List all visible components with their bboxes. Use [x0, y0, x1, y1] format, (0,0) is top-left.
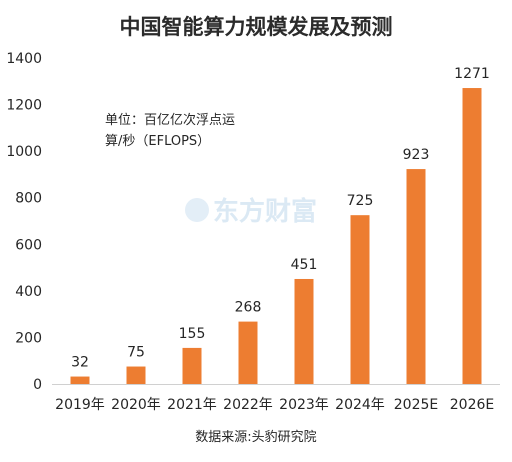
x-tick-label: 2025E: [394, 397, 438, 413]
x-tick-label: 2021年: [167, 397, 217, 413]
value-label: 923: [403, 147, 430, 163]
x-tick-label: 2020年: [111, 397, 161, 413]
x-tick-label: 2019年: [55, 397, 105, 413]
value-label: 268: [235, 300, 262, 316]
value-labels-group: 32 75 155 268 451 725 923 1271: [71, 66, 490, 371]
bar-8: [462, 88, 482, 384]
y-tick-label: 200: [15, 330, 42, 346]
x-tick-label: 2022年: [223, 397, 273, 413]
y-tick-label: 400: [15, 284, 42, 300]
bar-2: [126, 366, 146, 384]
value-label: 155: [179, 326, 206, 342]
unit-note-line-2: 算/秒（EFLOPS）: [105, 134, 210, 149]
value-label: 1271: [454, 66, 490, 82]
value-label: 32: [71, 355, 89, 371]
y-tick-label: 1400: [6, 51, 42, 67]
bar-4: [238, 321, 258, 384]
y-tick-label: 600: [15, 237, 42, 253]
watermark-text: 东方财富: [213, 196, 317, 227]
chart-title: 中国智能算力规模发展及预测: [120, 15, 393, 39]
y-tick-label: 0: [33, 377, 42, 393]
bar-5: [294, 278, 314, 384]
value-label: 75: [127, 345, 145, 361]
bar-6: [350, 215, 370, 384]
y-tick-label: 1200: [6, 98, 42, 114]
bars-group: [70, 88, 482, 384]
bar-7: [406, 169, 426, 384]
unit-note-line-1: 单位：百亿亿次浮点运: [105, 112, 235, 128]
bar-1: [70, 376, 90, 384]
y-axis: 0 200 400 600 800 1000 1200 1400: [6, 51, 42, 393]
x-tick-label: 2024年: [335, 397, 385, 413]
value-label: 725: [347, 193, 374, 209]
bar-3: [182, 347, 202, 384]
watermark-logo-icon: [185, 198, 209, 222]
x-axis: 2019年 2020年 2021年 2022年 2023年 2024年 2025E 2026E: [52, 384, 500, 413]
source-note: 数据来源:头豹研究院: [195, 430, 316, 445]
y-tick-label: 1000: [6, 144, 42, 160]
watermark-logo: 东方财富: [185, 196, 317, 227]
y-tick-label: 800: [15, 191, 42, 207]
x-tick-label: 2026E: [450, 397, 494, 413]
x-tick-label: 2023年: [279, 397, 329, 413]
value-label: 451: [291, 257, 318, 273]
